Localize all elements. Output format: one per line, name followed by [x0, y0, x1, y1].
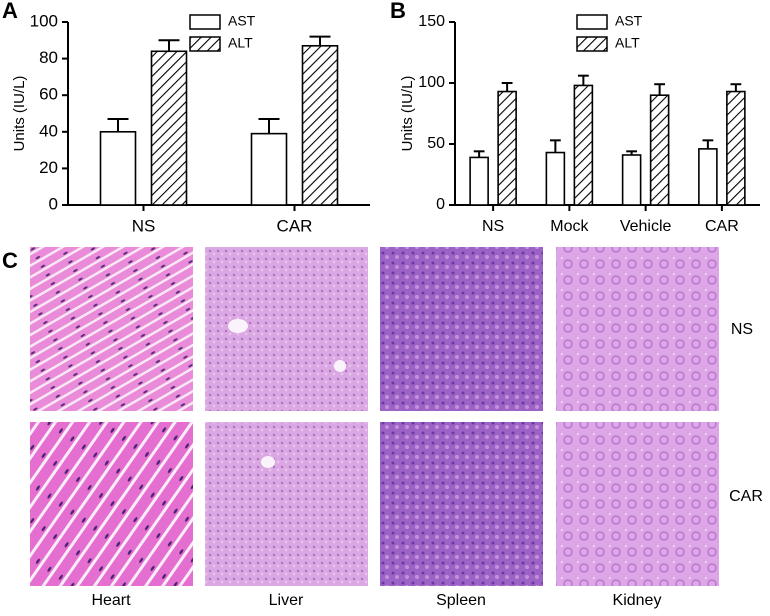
- bar: [726, 90, 746, 206]
- row-label: CAR: [729, 488, 763, 505]
- image-liver-car: [205, 422, 368, 586]
- legend-label: ALT: [228, 35, 253, 51]
- bar: [621, 154, 642, 206]
- y-tick-label: 60: [39, 85, 58, 104]
- panel-label: A: [2, 0, 18, 23]
- x-tick-label: Vehicle: [620, 218, 672, 235]
- y-tick-label: 50: [427, 135, 445, 152]
- legend-label: AST: [615, 13, 643, 29]
- bar: [150, 50, 188, 206]
- legend-swatch: [189, 36, 221, 52]
- image-vessel: [334, 360, 346, 372]
- y-tick-label: 80: [39, 48, 58, 67]
- image-heart-ns: [30, 247, 193, 411]
- bar: [545, 151, 566, 206]
- y-tick-label: 100: [418, 74, 445, 91]
- image-heart-car: [30, 422, 193, 586]
- y-axis-label: Units (IU/L): [11, 76, 28, 152]
- image-spleen-car: [380, 422, 543, 586]
- column-label: Heart: [91, 592, 131, 609]
- column-label: Spleen: [436, 592, 486, 609]
- legend-swatch: [189, 14, 221, 30]
- image-kidney-car: [556, 422, 719, 586]
- y-tick-label: 0: [436, 196, 445, 213]
- bar: [301, 44, 339, 206]
- y-axis-label: Units (IU/L): [399, 76, 416, 152]
- image-vessel: [228, 319, 248, 333]
- y-tick-label: 100: [30, 11, 58, 30]
- panel-label: C: [2, 248, 18, 273]
- y-tick-label: 40: [39, 121, 58, 140]
- bar: [469, 156, 489, 206]
- column-label: Kidney: [613, 592, 662, 609]
- legend-swatch: [576, 36, 608, 52]
- legend-label: AST: [228, 13, 256, 29]
- y-tick-label: 150: [418, 13, 445, 30]
- bar: [649, 94, 670, 206]
- bar: [99, 131, 137, 206]
- x-tick-label: CAR: [277, 216, 313, 235]
- x-tick-label: CAR: [705, 218, 739, 235]
- legend-swatch: [576, 14, 608, 30]
- image-vessel: [261, 456, 275, 468]
- histology-images: [30, 247, 719, 586]
- legend-label: ALT: [615, 35, 640, 51]
- bar: [698, 148, 718, 206]
- bar: [573, 84, 594, 206]
- x-tick-label: NS: [132, 216, 156, 235]
- bar: [250, 132, 288, 206]
- x-tick-label: NS: [482, 218, 504, 235]
- y-tick-label: 20: [39, 158, 58, 177]
- image-kidney-ns: [556, 247, 719, 411]
- panel-label: B: [390, 0, 406, 23]
- y-tick-label: 0: [49, 194, 58, 213]
- x-tick-label: Mock: [550, 218, 589, 235]
- row-label: NS: [731, 321, 753, 338]
- column-label: Liver: [269, 592, 304, 609]
- bar: [497, 90, 517, 206]
- image-spleen-ns: [380, 247, 543, 411]
